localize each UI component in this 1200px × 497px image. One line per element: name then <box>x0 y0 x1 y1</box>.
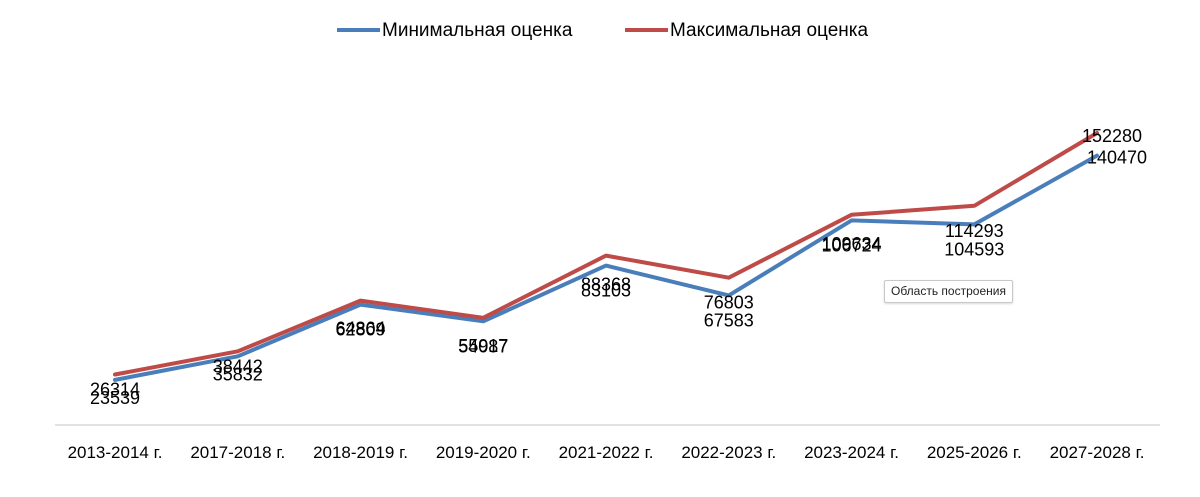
data-label: 64864 <box>335 319 385 339</box>
data-label: 55917 <box>458 336 508 356</box>
data-label: 54087 <box>458 336 508 356</box>
data-label: 76803 <box>704 293 754 313</box>
x-tick-label: 2021-2022 г. <box>559 443 654 462</box>
legend-label-1: Минимальная оценка <box>382 20 573 41</box>
data-label: 109634 <box>821 234 881 254</box>
x-tick-label: 2019-2020 г. <box>436 443 531 462</box>
series-lines <box>113 131 1099 382</box>
x-tick-label: 2013-2014 г. <box>68 443 163 462</box>
data-label: 104593 <box>944 239 1004 259</box>
x-tick-label: 2018-2019 г. <box>313 443 408 462</box>
data-label: 35832 <box>213 364 263 384</box>
data-label: 88368 <box>581 275 631 295</box>
x-tick-label: 2025-2026 г. <box>927 443 1022 462</box>
data-label: 38442 <box>213 356 263 376</box>
x-tick-label: 2027-2028 г. <box>1050 443 1145 462</box>
data-label: 140470 <box>1087 148 1147 168</box>
legend: Минимальная оценка Максимальная оценка <box>337 20 869 41</box>
data-labels: 23539 35832 62809 54087 83103 67583 106724 1045… <box>90 126 1147 408</box>
series-line-1 <box>113 153 1099 382</box>
data-label: 23539 <box>90 388 140 408</box>
x-tick-label: 2022-2023 г. <box>681 443 776 462</box>
x-axis-tick-labels: 2013-2014 г. 2017-2018 г. 2018-2019 г. 2019… <box>68 443 1145 462</box>
data-label: 152280 <box>1082 126 1142 146</box>
data-label: 26314 <box>90 380 140 400</box>
plot-area-tooltip: Область построения <box>884 280 1013 303</box>
data-label: 114293 <box>945 221 1004 241</box>
data-label: 62809 <box>335 320 385 340</box>
legend-label-2: Максимальная оценка <box>670 20 869 41</box>
data-label: 83103 <box>581 281 631 301</box>
data-label: 67583 <box>704 310 754 330</box>
x-tick-label: 2023-2024 г. <box>804 443 899 462</box>
data-label: 106724 <box>821 235 881 255</box>
x-tick-label: 2017-2018 г. <box>190 443 285 462</box>
